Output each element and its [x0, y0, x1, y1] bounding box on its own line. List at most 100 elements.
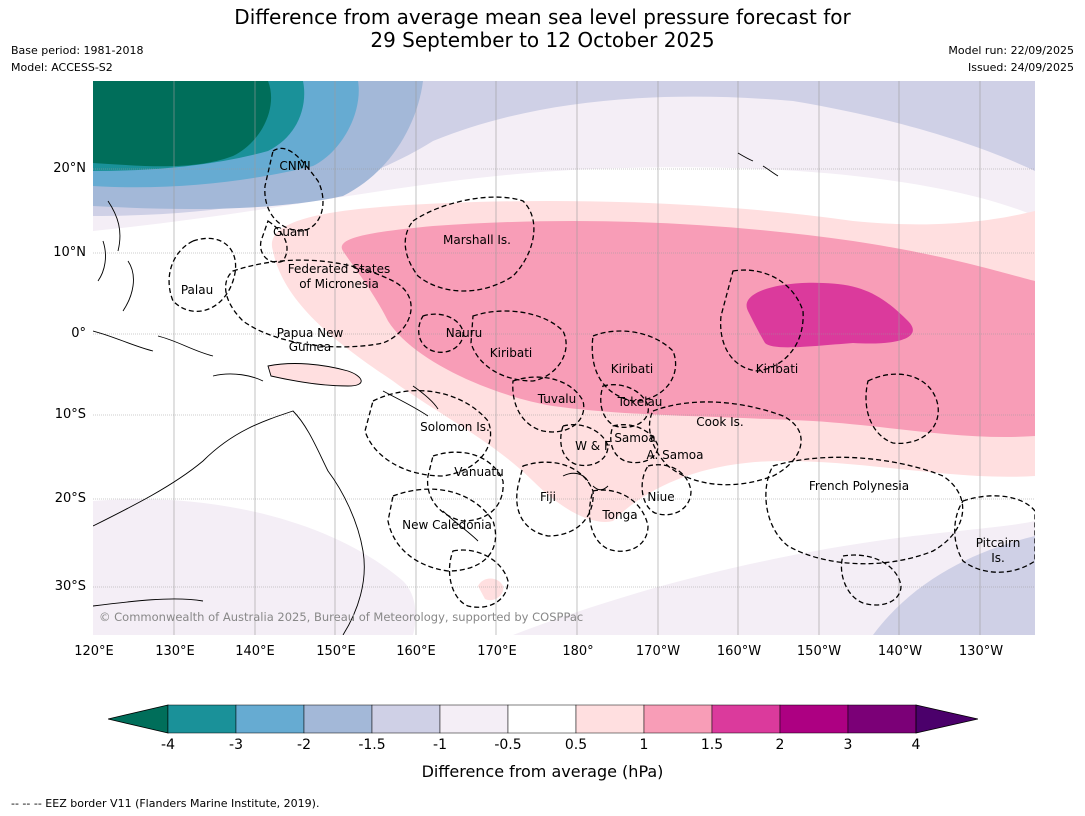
colorbar-swatch	[711, 704, 781, 734]
eez-palau	[168, 237, 237, 312]
colorbar-swatch	[235, 704, 305, 734]
colorbar-swatch	[371, 704, 441, 734]
lon-label-150w: 150°W	[796, 644, 842, 659]
colorbar-label: Difference from average (hPa)	[421, 762, 664, 781]
label-vanuatu: Vanuatu	[454, 465, 504, 479]
colorbar-tick: 4	[911, 737, 921, 753]
label-fsm-1: Federated States	[288, 262, 390, 276]
colorbar-tick: -0.5	[494, 737, 522, 753]
label-fsm-2: of Micronesia	[299, 277, 379, 291]
colorbar-tick: -1.5	[358, 737, 386, 753]
label-guam: Guam	[273, 225, 309, 239]
region-labels: CNMI Guam Marshall Is. Palau Federated S…	[181, 159, 1020, 565]
lon-label-130w: 130°W	[958, 644, 1004, 659]
label-new-caledonia: New Caledonia	[402, 518, 492, 532]
new-guinea-coast	[267, 363, 362, 387]
eez-kiribati-phoenix	[591, 330, 677, 402]
meta-left: Base period: 1981-2018 Model: ACCESS-S2	[11, 42, 143, 76]
colorbar	[108, 704, 978, 734]
eez-marshall	[404, 196, 535, 292]
eez-tuvalu	[512, 376, 585, 433]
eez-tonga	[588, 489, 649, 552]
label-french-polynesia: French Polynesia	[809, 479, 909, 493]
colorbar-arrow-high	[915, 704, 978, 734]
field-magenta-core	[746, 282, 913, 348]
label-solomon: Solomon Is.	[420, 420, 490, 434]
australia-coast	[93, 410, 365, 635]
label-fiji: Fiji	[540, 490, 556, 504]
lon-label-120e: 120°E	[74, 644, 114, 659]
title-line-1: Difference from average mean sea level p…	[234, 5, 851, 29]
colorbar-swatch	[643, 704, 713, 734]
field-pink-medium	[341, 221, 1035, 438]
label-cnmi: CNMI	[279, 159, 310, 173]
eez-footnote: -- -- -- EEZ border V11 (Flanders Marine…	[11, 797, 320, 810]
colorbar-tick: -3	[229, 737, 243, 753]
lon-label-170w: 170°W	[635, 644, 681, 659]
colorbar-tick: 3	[843, 737, 853, 753]
lon-label-160e: 160°E	[396, 644, 436, 659]
label-kiribati-1: Kiribati	[490, 346, 532, 360]
label-png-2: Guinea	[289, 340, 332, 354]
model-name: Model: ACCESS-S2	[11, 61, 113, 74]
lon-label-130e: 130°E	[155, 644, 195, 659]
new-caledonia-coast	[442, 510, 479, 542]
philippines-coast	[97, 200, 134, 312]
colorbar-tick: 0.5	[564, 737, 588, 753]
colorbar-tick: -4	[161, 737, 175, 753]
issued-date: Issued: 24/09/2025	[967, 61, 1074, 74]
label-marshall: Marshall Is.	[443, 233, 511, 247]
lat-label-0: 0°	[71, 326, 86, 341]
colorbar-tick: 2	[775, 737, 785, 753]
copyright-notice: © Commonwealth of Australia 2025, Bureau…	[99, 610, 583, 624]
field-dark-teal-north	[93, 81, 272, 167]
map-title: Difference from average mean sea level p…	[0, 6, 1085, 52]
eez-marquesas	[865, 373, 939, 444]
eez-samoa	[610, 424, 659, 464]
map-gridlines	[93, 81, 1035, 635]
label-american-samoa: A. Samoa	[647, 448, 704, 462]
field-light-pink-south	[478, 578, 504, 601]
eez-kiribati-line	[719, 269, 804, 372]
model-run: Model run: 22/09/2025	[948, 44, 1074, 57]
colorbar-swatch	[507, 704, 577, 734]
colorbar-tick: -2	[297, 737, 311, 753]
colorbar-swatch	[779, 704, 849, 734]
nz-coast	[93, 598, 204, 607]
lon-label-170e: 170°E	[477, 644, 517, 659]
pressure-map: CNMI Guam Marshall Is. Palau Federated S…	[93, 81, 1035, 635]
colorbar-swatch	[847, 704, 917, 734]
eez-pitcairn	[954, 495, 1035, 573]
label-nauru: Nauru	[446, 326, 482, 340]
title-line-2: 29 September to 12 October 2025	[370, 28, 715, 52]
lon-label-150e: 150°E	[316, 644, 356, 659]
eez-borders	[168, 147, 1035, 608]
label-cook-islands: Cook Is.	[696, 415, 743, 429]
eez-solomon	[364, 389, 492, 477]
eez-norfolk	[448, 549, 509, 608]
colorbar-tick: -1	[433, 737, 447, 753]
label-pitcairn-1: Pitcairn	[976, 536, 1021, 550]
eez-cook-islands	[648, 401, 802, 486]
lon-label-180: 180°	[562, 644, 594, 659]
label-png-1: Papua New	[277, 326, 344, 340]
eez-tokelau	[600, 384, 649, 428]
colorbar-swatch	[575, 704, 645, 734]
label-pitcairn-2: Is.	[991, 551, 1005, 565]
colorbar-arrow-low	[108, 704, 169, 734]
base-period: Base period: 1981-2018	[11, 44, 144, 57]
label-niue: Niue	[647, 490, 674, 504]
label-tokelau: Tokelau	[617, 395, 663, 409]
eez-fiji	[516, 461, 594, 537]
eez-austral	[840, 554, 902, 606]
hawaii-coast	[737, 152, 779, 177]
label-palau: Palau	[181, 283, 213, 297]
eez-kiribati-gilbert	[470, 310, 567, 382]
lon-label-160w: 160°W	[716, 644, 762, 659]
lon-label-140w: 140°W	[877, 644, 923, 659]
lat-label-20n: 20°N	[53, 161, 86, 176]
field-lilac-southeast	[873, 536, 1035, 635]
lat-label-30s: 30°S	[54, 579, 86, 594]
label-wallis-futuna: W & F	[575, 439, 611, 453]
label-samoa: Samoa	[614, 431, 655, 445]
